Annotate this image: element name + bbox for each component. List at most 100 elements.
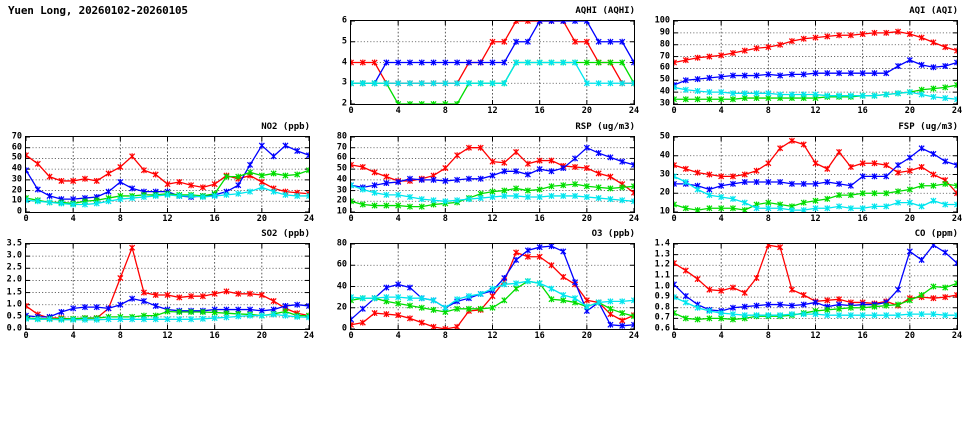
x-tick-label-rsp: 24 xyxy=(628,214,640,224)
y-tick-label-co: 0.6 xyxy=(654,323,670,334)
x-tick-label-aqhi: 16 xyxy=(534,106,545,116)
y-tick-label-no2: 10 xyxy=(11,195,22,206)
x-tick-label-co: 8 xyxy=(765,331,771,341)
series-fsp-day1 xyxy=(674,137,957,197)
y-tick-label-aqi: 100 xyxy=(654,15,670,26)
x-tick-label-o3: 20 xyxy=(581,331,592,341)
x-tick-label-fsp: 8 xyxy=(765,214,771,224)
x-tick-label-co: 12 xyxy=(810,331,821,341)
y-tick-label-aqi: 80 xyxy=(659,39,670,50)
x-tick-label-fsp: 20 xyxy=(904,214,915,224)
plot-area-aqhi xyxy=(350,20,635,105)
series-co-day3 xyxy=(674,280,957,323)
x-tick-label-aqi: 8 xyxy=(765,106,771,116)
x-tick-label-no2: 24 xyxy=(303,214,315,224)
plot-svg-fsp xyxy=(674,137,957,212)
x-tick-label-no2: 0 xyxy=(23,214,29,224)
x-tick-label-o3: 0 xyxy=(348,331,354,341)
plot-svg-aqi xyxy=(674,21,957,104)
x-tick-label-rsp: 8 xyxy=(442,214,448,224)
x-tick-label-so2: 0 xyxy=(23,331,29,341)
y-tick-label-aqi: 60 xyxy=(659,62,670,73)
y-tick-label-so2: 2.0 xyxy=(6,274,22,285)
x-tick-label-rsp: 20 xyxy=(581,214,592,224)
plot-area-aqi xyxy=(673,20,958,105)
x-tick-label-aqi: 16 xyxy=(857,106,868,116)
plot-area-no2 xyxy=(25,136,310,213)
y-tick-label-rsp: 70 xyxy=(336,142,347,153)
y-tick-label-so2: 3.0 xyxy=(6,250,22,261)
x-tick-label-aqhi: 12 xyxy=(487,106,498,116)
series-aqi-day4 xyxy=(674,84,957,103)
x-tick-label-no2: 16 xyxy=(209,214,220,224)
y-tick-label-o3: 40 xyxy=(336,281,347,291)
y-tick-label-rsp: 40 xyxy=(336,174,347,185)
x-tick-label-rsp: 0 xyxy=(348,214,354,224)
x-tick-label-o3: 24 xyxy=(628,331,640,341)
y-tick-label-co: 0.7 xyxy=(654,312,670,323)
x-tick-label-no2: 8 xyxy=(117,214,123,224)
y-tick-label-fsp: 30 xyxy=(659,169,670,179)
y-tick-label-aqhi: 3 xyxy=(341,77,347,88)
y-tick-label-fsp: 50 xyxy=(659,131,670,142)
y-tick-label-aqi: 30 xyxy=(659,98,670,109)
x-tick-label-aqhi: 8 xyxy=(442,106,448,116)
y-tick-label-co: 1.3 xyxy=(654,249,670,260)
x-tick-label-rsp: 4 xyxy=(395,214,401,224)
y-tick-label-co: 0.8 xyxy=(654,302,670,313)
y-tick-label-o3: 0 xyxy=(341,323,347,334)
plot-area-co xyxy=(673,243,958,330)
y-tick-label-co: 0.9 xyxy=(654,291,670,302)
y-tick-label-aqi: 50 xyxy=(659,74,670,85)
chart-title-aqi: AQI (AQI) xyxy=(909,6,958,16)
series-aqhi-day4 xyxy=(351,59,634,87)
y-tick-label-o3: 20 xyxy=(336,302,347,313)
x-tick-label-aqi: 12 xyxy=(810,106,821,116)
plot-svg-o3 xyxy=(351,244,634,329)
y-tick-label-no2: 20 xyxy=(11,185,22,196)
y-tick-label-co: 1.2 xyxy=(654,259,670,270)
x-tick-label-fsp: 24 xyxy=(951,214,963,224)
series-rsp-day3 xyxy=(351,181,634,210)
x-tick-label-co: 4 xyxy=(718,331,724,341)
x-tick-label-aqi: 24 xyxy=(951,106,963,116)
x-tick-label-aqi: 4 xyxy=(718,106,724,116)
chart-title-o3: O3 (ppb) xyxy=(591,229,635,239)
y-tick-label-no2: 60 xyxy=(11,142,22,153)
y-tick-label-so2: 1.5 xyxy=(6,287,22,298)
plot-svg-so2 xyxy=(26,244,309,329)
y-tick-label-aqhi: 4 xyxy=(341,57,347,67)
x-tick-label-co: 24 xyxy=(951,331,963,341)
plot-area-fsp xyxy=(673,136,958,213)
x-tick-label-o3: 12 xyxy=(487,331,498,341)
series-o3-day4 xyxy=(351,278,634,311)
x-tick-label-so2: 4 xyxy=(70,331,76,341)
y-tick-label-rsp: 20 xyxy=(336,195,347,206)
plot-area-rsp xyxy=(350,136,635,213)
x-tick-label-aqi: 20 xyxy=(904,106,915,116)
x-tick-label-o3: 8 xyxy=(442,331,448,341)
chart-title-rsp: RSP (ug/m3) xyxy=(575,122,635,132)
plot-svg-no2 xyxy=(26,137,309,212)
y-tick-label-aqhi: 2 xyxy=(341,98,347,109)
series-co-day4 xyxy=(674,294,957,319)
series-aqhi-day2 xyxy=(351,21,634,87)
y-tick-label-fsp: 10 xyxy=(659,206,670,217)
x-tick-label-fsp: 16 xyxy=(857,214,868,224)
x-tick-label-aqhi: 0 xyxy=(348,106,354,116)
y-tick-label-no2: 50 xyxy=(11,152,22,163)
x-tick-label-so2: 8 xyxy=(117,331,123,341)
series-no2-day4 xyxy=(26,184,309,208)
y-tick-label-co: 1.1 xyxy=(654,270,670,281)
series-fsp-day4 xyxy=(674,173,957,212)
y-tick-label-o3: 60 xyxy=(336,259,347,270)
x-tick-label-no2: 12 xyxy=(162,214,173,224)
x-tick-label-aqhi: 4 xyxy=(395,106,401,116)
y-tick-label-co: 1.4 xyxy=(654,238,670,249)
x-tick-label-no2: 20 xyxy=(256,214,267,224)
x-tick-label-fsp: 4 xyxy=(718,214,724,224)
y-tick-label-aqhi: 6 xyxy=(341,15,347,26)
x-tick-label-rsp: 12 xyxy=(487,214,498,224)
y-tick-label-aqi: 70 xyxy=(659,51,670,62)
x-tick-label-aqhi: 24 xyxy=(628,106,640,116)
